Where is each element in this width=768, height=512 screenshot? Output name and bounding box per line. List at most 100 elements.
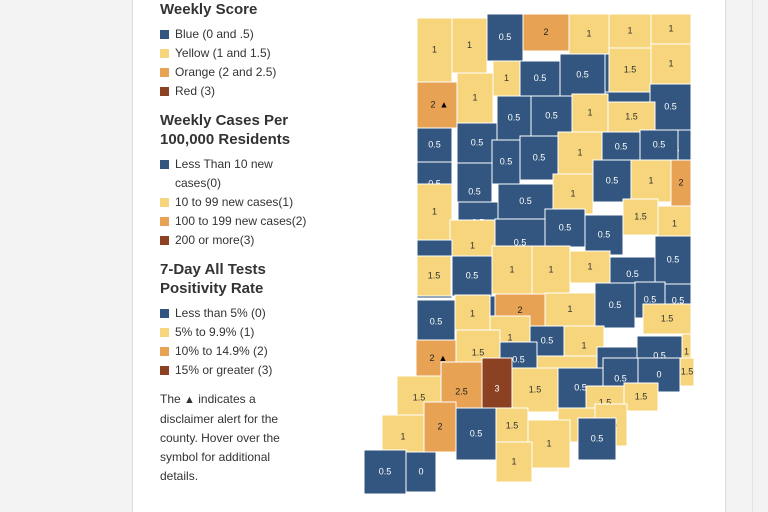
county-29[interactable]: 0.5 bbox=[601, 131, 641, 163]
county-shape[interactable] bbox=[416, 183, 453, 241]
county-shape[interactable] bbox=[559, 53, 606, 97]
county-shape[interactable] bbox=[530, 95, 573, 137]
county-6[interactable]: 1 bbox=[650, 13, 692, 45]
county-74[interactable]: 1.5 bbox=[511, 367, 559, 413]
county-88[interactable]: 1 bbox=[527, 419, 571, 469]
county-34[interactable]: 1 bbox=[552, 173, 594, 215]
county-21[interactable]: 1 bbox=[571, 93, 609, 133]
county-11[interactable]: 1 bbox=[456, 72, 494, 124]
county-5[interactable]: 1 bbox=[608, 13, 652, 49]
county-shape[interactable] bbox=[649, 83, 692, 131]
county-59[interactable]: 0.5 bbox=[416, 299, 456, 345]
county-12[interactable]: 1 bbox=[492, 60, 521, 97]
county-85[interactable]: 1.5 bbox=[495, 407, 529, 445]
county-30[interactable]: 0.5 bbox=[639, 129, 679, 161]
county-51[interactable]: 1.5 bbox=[416, 255, 452, 297]
county-1[interactable]: 1 bbox=[451, 17, 488, 74]
county-41[interactable]: 0.5 bbox=[584, 214, 624, 256]
county-0[interactable]: 1 bbox=[416, 17, 453, 83]
county-50[interactable]: 0.5 bbox=[654, 235, 692, 285]
county-shape[interactable] bbox=[454, 294, 491, 334]
county-shape[interactable] bbox=[495, 441, 533, 483]
county-shape[interactable] bbox=[601, 131, 641, 163]
county-58[interactable]: 1.5 bbox=[642, 303, 692, 335]
county-28[interactable]: 1 bbox=[557, 131, 603, 175]
county-22[interactable]: 1.5 bbox=[607, 101, 656, 133]
county-17[interactable]: 0.5 bbox=[416, 127, 453, 163]
county-14[interactable]: 0.5 bbox=[559, 53, 606, 97]
county-shape[interactable] bbox=[405, 451, 437, 493]
county-shape[interactable] bbox=[552, 173, 594, 215]
county-13[interactable]: 0.5 bbox=[519, 60, 561, 97]
county-83[interactable]: 2 bbox=[423, 401, 457, 453]
county-shape[interactable] bbox=[642, 303, 692, 335]
county-45[interactable]: 0.5 bbox=[451, 255, 493, 297]
county-shape[interactable] bbox=[679, 357, 695, 387]
county-shape[interactable] bbox=[650, 13, 692, 45]
county-shape[interactable] bbox=[519, 60, 561, 97]
county-9[interactable]: 1 bbox=[650, 43, 692, 85]
county-40[interactable]: 0.5 bbox=[544, 208, 586, 248]
county-16[interactable]: 0.5 bbox=[649, 83, 692, 131]
county-shape[interactable] bbox=[544, 292, 596, 327]
county-26[interactable]: 0.5 bbox=[491, 139, 521, 185]
county-shape[interactable] bbox=[639, 129, 679, 161]
county-shape[interactable] bbox=[495, 407, 529, 445]
county-shape[interactable] bbox=[416, 81, 458, 129]
county-78[interactable]: 1.5 bbox=[679, 357, 695, 387]
county-shape[interactable] bbox=[527, 419, 571, 469]
county-60[interactable]: 1 bbox=[454, 294, 491, 334]
warning-triangle-icon[interactable]: ▲ bbox=[440, 99, 449, 109]
county-shape[interactable] bbox=[630, 159, 672, 203]
county-35[interactable]: 0.5 bbox=[592, 159, 632, 203]
county-2[interactable]: 0.5 bbox=[486, 13, 524, 62]
county-shape[interactable] bbox=[511, 367, 559, 413]
county-shape[interactable] bbox=[577, 417, 617, 461]
county-90[interactable]: 0.5 bbox=[363, 449, 407, 495]
county-31[interactable]: 1 bbox=[416, 183, 453, 241]
county-shape[interactable] bbox=[531, 245, 571, 295]
county-shape[interactable] bbox=[451, 17, 488, 74]
county-84[interactable]: 0.5 bbox=[455, 407, 497, 461]
county-shape[interactable] bbox=[416, 127, 453, 163]
county-shape[interactable] bbox=[569, 250, 611, 284]
county-89[interactable]: 1 bbox=[495, 441, 533, 483]
county-18[interactable]: 0.5 bbox=[456, 122, 498, 164]
county-46[interactable]: 1 bbox=[491, 245, 533, 295]
county-shape[interactable] bbox=[654, 235, 692, 285]
county-10[interactable]: 2 ▲ bbox=[416, 81, 458, 129]
county-27[interactable]: 0.5 bbox=[519, 135, 559, 181]
county-score-label: 2 bbox=[678, 177, 683, 187]
county-shape[interactable] bbox=[522, 13, 570, 52]
county-54[interactable]: 1 bbox=[544, 292, 596, 327]
county-shape[interactable] bbox=[519, 135, 559, 181]
county-55[interactable]: 0.5 bbox=[594, 282, 636, 329]
county-shape[interactable] bbox=[623, 382, 659, 412]
county-shape[interactable] bbox=[416, 17, 453, 83]
county-shape[interactable] bbox=[557, 131, 603, 175]
county-47[interactable]: 1 bbox=[531, 245, 571, 295]
county-33[interactable]: 0.5 bbox=[497, 183, 554, 220]
county-87[interactable]: 0.5 bbox=[577, 417, 617, 461]
county-20[interactable]: 0.5 bbox=[530, 95, 573, 137]
page-scrollbar[interactable] bbox=[752, 0, 768, 512]
county-37[interactable]: 2 bbox=[670, 159, 692, 207]
county-3[interactable]: 2 bbox=[522, 13, 570, 52]
county-48[interactable]: 1 bbox=[569, 250, 611, 284]
county-shape[interactable] bbox=[592, 159, 632, 203]
county-shape[interactable] bbox=[456, 122, 498, 164]
county-shape[interactable] bbox=[650, 43, 692, 85]
county-80[interactable]: 1.5 bbox=[623, 382, 659, 412]
county-shape[interactable] bbox=[416, 255, 452, 297]
county-shape[interactable] bbox=[491, 139, 521, 185]
county-8[interactable]: 1.5 bbox=[608, 47, 652, 93]
warning-triangle-icon[interactable]: ▲ bbox=[439, 353, 448, 363]
county-19[interactable]: 0.5 bbox=[496, 95, 532, 141]
county-4[interactable]: 1 bbox=[568, 13, 610, 55]
county-42[interactable]: 1.5 bbox=[622, 198, 659, 236]
county-shape[interactable] bbox=[451, 255, 493, 297]
county-91[interactable]: 0 bbox=[405, 451, 437, 493]
county-shape[interactable] bbox=[416, 299, 456, 345]
county-36[interactable]: 1 bbox=[630, 159, 672, 203]
county-shape[interactable] bbox=[607, 101, 656, 133]
